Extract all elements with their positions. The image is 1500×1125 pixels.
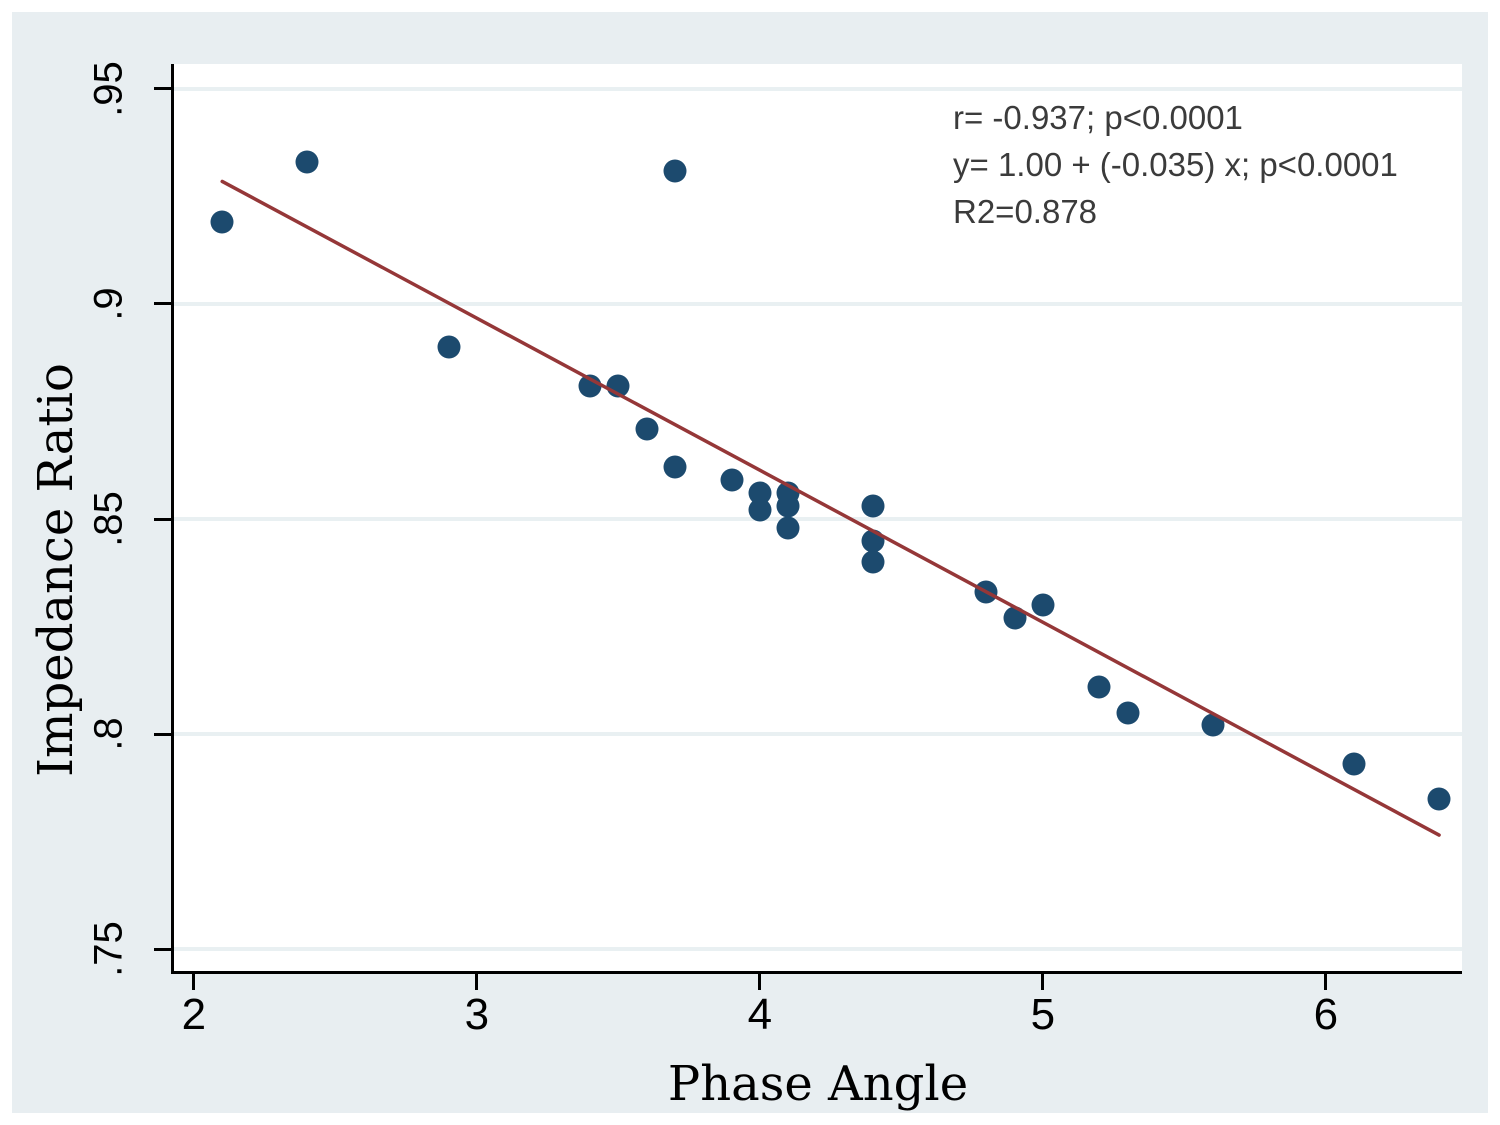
y-tick-label: .85 [86, 491, 131, 547]
data-point [1116, 701, 1140, 725]
y-tick-mark [154, 87, 171, 91]
data-point [210, 210, 234, 234]
data-point [1427, 787, 1451, 811]
annotation-line: y= 1.00 + (-0.035) x; p<0.0001 [953, 146, 1398, 183]
data-point [295, 150, 319, 174]
data-point [1031, 593, 1055, 617]
data-point [720, 468, 744, 492]
stats-annotation: r= -0.937; p<0.0001 y= 1.00 + (-0.035) x;… [953, 94, 1398, 235]
data-point [861, 550, 885, 574]
gridline [173, 947, 1462, 952]
data-point [776, 516, 800, 540]
x-tick-label: 2 [181, 990, 207, 1039]
y-tick-mark [154, 947, 171, 951]
data-point [1342, 752, 1366, 776]
gridline [173, 517, 1462, 521]
x-tick-label: 4 [747, 990, 773, 1039]
data-point [1087, 675, 1111, 699]
chart-canvas: Impedance Ratio Phase Angle .75 .8 .85 .9 .9… [12, 12, 1488, 1113]
data-point [748, 498, 772, 522]
y-tick-mark [154, 732, 171, 736]
x-tick-mark [1324, 974, 1328, 990]
x-tick-label: 3 [464, 990, 490, 1039]
y-tick-mark [154, 517, 171, 521]
plot-area: .75 .8 .85 .9 .95 2 3 4 5 6 r= -0.937; p<0.0001 y=… [87, 61, 1462, 1039]
x-tick-mark [192, 974, 196, 990]
x-tick-label: 5 [1030, 990, 1056, 1039]
y-tick-label: .9 [86, 287, 131, 321]
data-point [437, 335, 461, 359]
y-tick-label: .8 [86, 717, 131, 751]
y-tick-label: .95 [86, 61, 131, 117]
y-tick-label: .75 [86, 921, 131, 977]
y-tick-mark [154, 302, 171, 306]
x-tick-mark [475, 974, 479, 990]
x-axis-title: Phase Angle [667, 1056, 969, 1112]
x-tick-mark [1041, 974, 1045, 990]
annotation-line: R2=0.878 [953, 193, 1098, 230]
gridline [173, 732, 1462, 737]
gridline [173, 86, 1462, 91]
annotation-line: r= -0.937; p<0.0001 [953, 99, 1243, 136]
y-axis-line [171, 64, 174, 974]
fit-line-svg [220, 179, 1441, 837]
y-axis-title: Impedance Ratio [28, 363, 84, 777]
x-tick-mark [758, 974, 762, 990]
x-axis-line [171, 971, 1462, 974]
data-point [663, 455, 687, 479]
data-point [578, 374, 602, 398]
data-point [861, 494, 885, 518]
data-point [1003, 606, 1027, 630]
data-point [635, 417, 659, 441]
x-tick-label: 6 [1313, 990, 1339, 1039]
data-point [1201, 713, 1225, 737]
fit-line [220, 179, 1441, 837]
data-point [776, 494, 800, 518]
gridline [173, 301, 1462, 306]
data-point [663, 159, 687, 183]
